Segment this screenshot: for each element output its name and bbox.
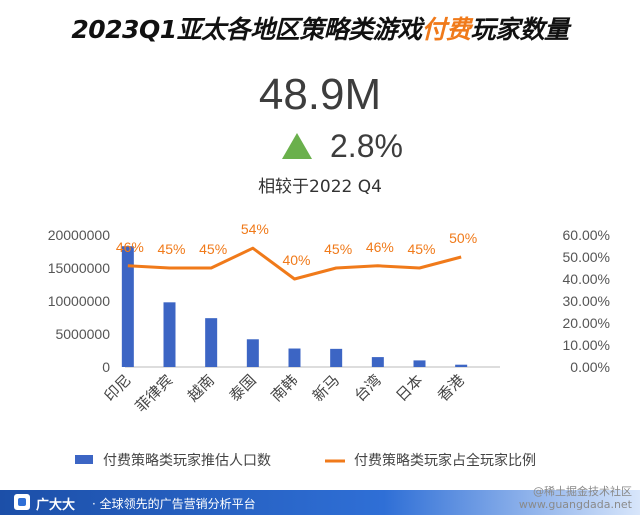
x-tick-label: 台湾 (351, 371, 385, 405)
y-left-tick-label: 5000000 (55, 326, 110, 342)
line-data-label: 54% (241, 221, 269, 237)
combo-chart: 0 5000000 10000000 15000000 20000000 0.00% 10.… (48, 221, 610, 469)
line-data-label: 45% (407, 241, 435, 257)
x-tick-label: 香港 (434, 371, 468, 405)
line-data-label: 45% (157, 241, 185, 257)
legend-bar-label: 付费策略类玩家推估人口数 (103, 452, 271, 469)
y-left-tick-label: 15000000 (48, 260, 111, 276)
line-data-label: 45% (324, 241, 352, 257)
x-tick-label: 泰国 (226, 371, 260, 405)
kpi-value: 48.9M (258, 70, 382, 119)
bar (371, 357, 384, 367)
legend-bar-swatch (75, 455, 93, 464)
bar (330, 348, 343, 367)
line-data-label: 45% (199, 241, 227, 257)
y-right-tick-label: 20.00% (563, 315, 610, 331)
legend-line-label: 付费策略类玩家占全玩家比例 (354, 452, 536, 469)
y-right-tick-label: 0.00% (570, 359, 610, 375)
bar (246, 339, 259, 367)
line-data-label: 40% (282, 252, 310, 268)
line-series (127, 246, 462, 281)
y-right-tick-label: 60.00% (563, 227, 610, 243)
y-left-tick-label: 0 (102, 359, 110, 375)
triangle-up-icon (282, 133, 312, 159)
bar (205, 318, 218, 367)
y-right-tick-label: 30.00% (563, 293, 610, 309)
bar (288, 348, 301, 367)
brand-tagline: · 全球领先的广告营销分析平台 (92, 497, 256, 511)
delta-value: 2.8% (330, 127, 403, 164)
y-right-tick-label: 10.00% (563, 337, 610, 353)
title-highlight: 付费 (421, 15, 472, 44)
y-right-tick-label: 50.00% (563, 249, 610, 265)
kpi-delta: 2.8% (282, 126, 403, 166)
line-data-label: 46% (366, 239, 394, 255)
bar (163, 302, 176, 367)
y-left-tick-label: 20000000 (48, 227, 111, 243)
line-data-label: 50% (449, 230, 477, 246)
x-tick-label: 日本 (392, 371, 426, 405)
watermark-line2: www.guangdada.net (518, 498, 632, 511)
x-tick-label: 新马 (309, 371, 343, 405)
y-left-tick-label: 10000000 (48, 293, 111, 309)
x-tick-label: 越南 (184, 371, 218, 405)
x-tick-label: 菲律宾 (132, 371, 177, 416)
x-tick-label: 南韩 (267, 371, 301, 405)
chart-title: 2023Q1亚太各地区策略类游戏付费玩家数量 (71, 15, 569, 44)
bar (455, 364, 468, 367)
brand-name: 广大大 (36, 498, 76, 513)
brand-logo-icon (14, 494, 30, 510)
comparison-label: 相较于2022 Q4 (258, 177, 382, 197)
y-right-tick-label: 40.00% (563, 271, 610, 287)
watermark: @稀土掘金技术社区 www.guangdada.net (519, 485, 632, 511)
bar (121, 246, 134, 367)
x-tick-label: 印尼 (101, 371, 135, 405)
line-data-label: 46% (116, 239, 144, 255)
watermark-line1: @稀土掘金技术社区 (533, 485, 632, 498)
footer-bar: 广大大 · 全球领先的广告营销分析平台 (0, 490, 640, 515)
bar (413, 360, 426, 367)
